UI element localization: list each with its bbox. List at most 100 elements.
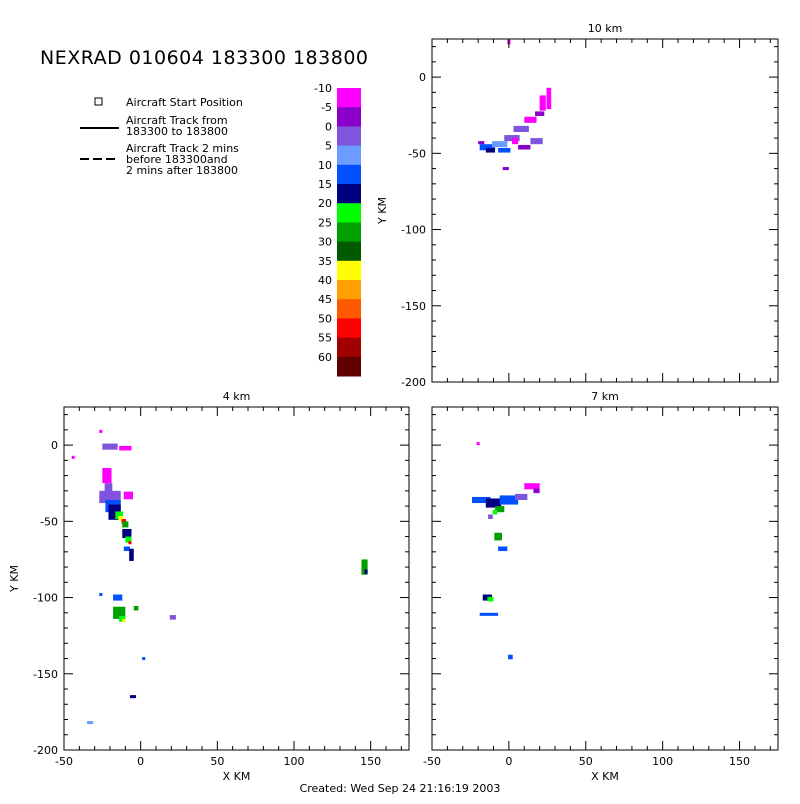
plot-frame: [63, 406, 410, 751]
radar-echo: [479, 612, 499, 616]
chart-panel: 4 km -50 0 50 100 150 0 -50 -100 -150 -200 X KM Y KM: [8, 390, 410, 783]
colorbar-swatch: [337, 164, 361, 185]
panel-title: 7 km: [591, 390, 619, 403]
radar-echo: [518, 144, 531, 150]
radar-echo: [524, 483, 540, 490]
colorbar-swatch: [337, 337, 361, 358]
colorbar-swatch: [337, 222, 361, 243]
y-tick-label: -200: [401, 376, 426, 389]
x-tick-label: 150: [729, 755, 750, 768]
colorbar-swatch: [337, 145, 361, 166]
colorbar-swatch: [337, 184, 361, 204]
plot-frame: [431, 38, 779, 383]
colorbar-swatch: [337, 126, 361, 147]
radar-echo: [118, 515, 124, 521]
radar-echo: [502, 167, 509, 171]
radar-echo: [491, 141, 508, 148]
radar-echo: [479, 144, 496, 151]
colorbar-label: 40: [318, 274, 332, 287]
radar-echo: [513, 125, 529, 132]
legend-track-label-2: 183300 to 183800: [126, 125, 228, 138]
radar-echo: [494, 532, 502, 541]
x-tick-label: -50: [55, 755, 73, 768]
y-tick-label: -150: [33, 668, 58, 681]
colorbar-label: 0: [325, 120, 332, 133]
x-tick-label: 50: [579, 755, 593, 768]
radar-echo: [530, 138, 543, 145]
legend-track2-label-2: before 183300and: [126, 153, 228, 166]
y-tick-label: -150: [401, 300, 426, 313]
radar-echo: [478, 141, 485, 145]
x-axis-label: X KM: [223, 770, 251, 783]
colorbar-label: 45: [318, 293, 332, 306]
radar-echo: [485, 147, 496, 153]
radar-echo: [169, 615, 176, 620]
radar-echo: [539, 95, 546, 111]
radar-echo: [122, 521, 129, 528]
radar-echo: [364, 569, 368, 574]
colorbar-label: 15: [318, 178, 332, 191]
y-tick-label: -100: [33, 592, 58, 605]
y-tick-label: -50: [408, 147, 426, 160]
radar-echo: [128, 541, 132, 545]
x-tick-label: 50: [210, 755, 224, 768]
figure-title: NEXRAD 010604 183300 183800: [40, 47, 369, 69]
colorbar-label: 30: [318, 236, 332, 249]
radar-echo: [129, 548, 134, 561]
radar-echo: [361, 559, 368, 575]
y-axis-label: Y KM: [376, 197, 389, 225]
colorbar-label: 50: [318, 312, 332, 325]
radar-echo: [102, 467, 112, 484]
radar-echo: [504, 135, 520, 142]
y-tick-label: 0: [51, 439, 58, 452]
x-tick-label: 0: [137, 755, 144, 768]
legend-start-label: Aircraft Start Position: [126, 96, 243, 109]
x-tick-label: 100: [652, 755, 673, 768]
radar-echo: [488, 514, 493, 520]
panel-title: 4 km: [223, 390, 251, 403]
radar-echo: [125, 536, 132, 543]
radar-echo: [113, 594, 123, 601]
radar-echo: [104, 483, 113, 493]
radar-echo: [498, 147, 511, 153]
colorbar-swatch: [337, 88, 361, 108]
chart-panel: 7 km -50 0 50 100 150 X KM: [423, 390, 779, 783]
colorbar-label: 60: [318, 351, 332, 364]
colorbar-label: 10: [318, 159, 332, 172]
colorbar-label: -10: [314, 82, 332, 95]
radar-echo: [495, 506, 505, 513]
radar-echo: [123, 491, 133, 500]
colorbar-swatch: [337, 241, 361, 262]
x-tick-label: 0: [505, 755, 512, 768]
colorbar-label: -5: [321, 101, 332, 114]
y-tick-label: 0: [419, 71, 426, 84]
radar-echo: [99, 592, 103, 597]
radar-echo: [122, 528, 132, 539]
colorbar-swatch: [337, 107, 361, 127]
colorbar-swatch: [337, 356, 361, 377]
radar-echo: [492, 509, 498, 515]
colorbar-label: 35: [318, 255, 332, 268]
radar-echo: [133, 605, 139, 611]
panel-title: 10 km: [588, 22, 623, 35]
legend-track-label-1: Aircraft Track from: [126, 114, 228, 127]
x-axis-label: X KM: [591, 770, 619, 783]
start-position-marker-icon: [94, 97, 103, 106]
radar-echo: [515, 493, 528, 500]
colorbar-swatch: [337, 299, 361, 319]
radar-echo: [498, 546, 508, 552]
radar-echo: [487, 596, 494, 602]
colorbar-label: 55: [318, 332, 332, 345]
radar-echo: [524, 116, 537, 123]
colorbar-swatch: [337, 260, 361, 281]
radar-echo: [119, 615, 126, 622]
colorbar-label: 5: [325, 140, 332, 153]
radar-echo: [499, 495, 519, 505]
colorbar-swatch: [337, 203, 361, 223]
radar-echo: [119, 445, 132, 451]
colorbar-swatch: [337, 318, 361, 339]
radar-echo: [71, 455, 75, 459]
colorbar-label: 20: [318, 197, 332, 210]
